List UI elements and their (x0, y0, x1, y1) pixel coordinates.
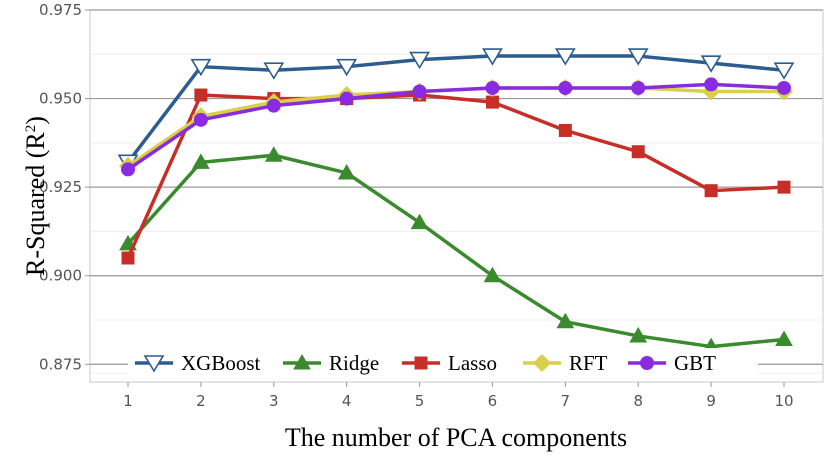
data-point-lasso (558, 123, 572, 137)
legend-marker-xgboost (143, 355, 165, 373)
data-point-gbt (266, 98, 281, 113)
data-point-ridge (264, 146, 283, 162)
x-tick-label: 2 (196, 392, 206, 410)
data-point-lasso (631, 145, 645, 159)
y-tick-label: 0.925 (39, 178, 82, 196)
legend-marker-rft (533, 354, 551, 372)
x-tick-label: 1 (123, 392, 133, 410)
x-tick-label: 7 (561, 392, 571, 410)
data-point-ridge (629, 326, 648, 343)
legend-item-lasso: Lasso (402, 351, 497, 375)
y-tick-label: 0.900 (39, 267, 82, 285)
data-point-lasso (777, 180, 791, 194)
series-line-xgboost (126, 54, 785, 164)
data-point-ridge (192, 153, 210, 169)
series-gbt (121, 77, 791, 177)
data-point-xgboost (482, 48, 503, 66)
data-point-lasso (121, 251, 135, 265)
series-group (117, 48, 795, 354)
legend-item-xgboost: XGBoost (135, 351, 261, 375)
x-tick-label: 6 (488, 392, 498, 410)
data-point-lasso (485, 95, 499, 109)
data-point-ridge (483, 266, 502, 283)
data-point-gbt (777, 80, 791, 95)
data-point-gbt (339, 91, 354, 106)
legend-marker-ridge (293, 353, 311, 370)
x-axis-title: The number of PCA components (285, 423, 627, 452)
data-point-gbt (704, 77, 719, 92)
series-line-gbt (127, 82, 785, 171)
series-line-ridge (126, 153, 785, 349)
y-tick-label: 0.975 (39, 1, 82, 19)
data-point-xgboost (773, 62, 795, 80)
legend-label-ridge: Ridge (329, 351, 379, 375)
data-point-xgboost (554, 48, 576, 66)
y-axis-title: R-Squared (R2) (21, 116, 50, 276)
x-tick-label: 9 (706, 392, 716, 410)
data-point-ridge (337, 163, 356, 180)
data-point-xgboost (190, 58, 212, 77)
legend-label-xgboost: XGBoost (181, 351, 261, 375)
x-tick-label: 3 (269, 392, 279, 410)
data-point-gbt (412, 84, 427, 99)
y-axis-title-superscript: 2 (23, 125, 39, 133)
data-point-ridge (410, 213, 429, 230)
data-point-ridge (556, 312, 575, 329)
legend-item-rft: RFT (523, 351, 608, 375)
legend-marker-gbt (640, 356, 654, 370)
y-tick-label: 0.950 (39, 90, 82, 108)
x-tick-label: 8 (633, 392, 643, 410)
data-point-ridge (775, 330, 793, 346)
legend: XGBoost Ridge Lasso RFT GBT (128, 348, 758, 378)
y-axis-title-main: R-Squared (R (21, 132, 50, 276)
series-line-lasso (126, 93, 785, 259)
data-point-gbt (558, 80, 573, 95)
data-point-gbt (485, 80, 500, 95)
data-point-xgboost (627, 48, 649, 66)
data-point-lasso (704, 184, 718, 198)
data-point-gbt (121, 162, 135, 177)
data-point-xgboost (700, 55, 722, 73)
y-axis-title-close: ) (21, 116, 50, 125)
y-axis-ticks: 0.875 0.900 0.925 0.950 0.975 (39, 1, 90, 373)
legend-item-gbt: GBT (628, 351, 716, 375)
legend-label-rft: RFT (569, 351, 608, 375)
x-tick-label: 10 (774, 392, 793, 410)
data-point-xgboost (409, 51, 430, 70)
series-ridge (119, 146, 793, 354)
legend-label-lasso: Lasso (448, 351, 497, 375)
data-point-xgboost (263, 62, 285, 80)
legend-marker-lasso (414, 356, 428, 370)
data-point-gbt (631, 80, 646, 95)
x-tick-label: 5 (415, 392, 425, 410)
legend-item-ridge: Ridge (283, 351, 379, 375)
y-tick-label: 0.875 (39, 355, 82, 373)
data-point-gbt (193, 112, 208, 127)
data-point-lasso (194, 88, 208, 102)
data-point-xgboost (336, 58, 358, 77)
legend-label-gbt: GBT (674, 351, 716, 375)
x-axis-ticks: 1 2 3 4 5 6 7 8 9 10 (123, 382, 794, 410)
x-tick-label: 4 (342, 392, 352, 410)
